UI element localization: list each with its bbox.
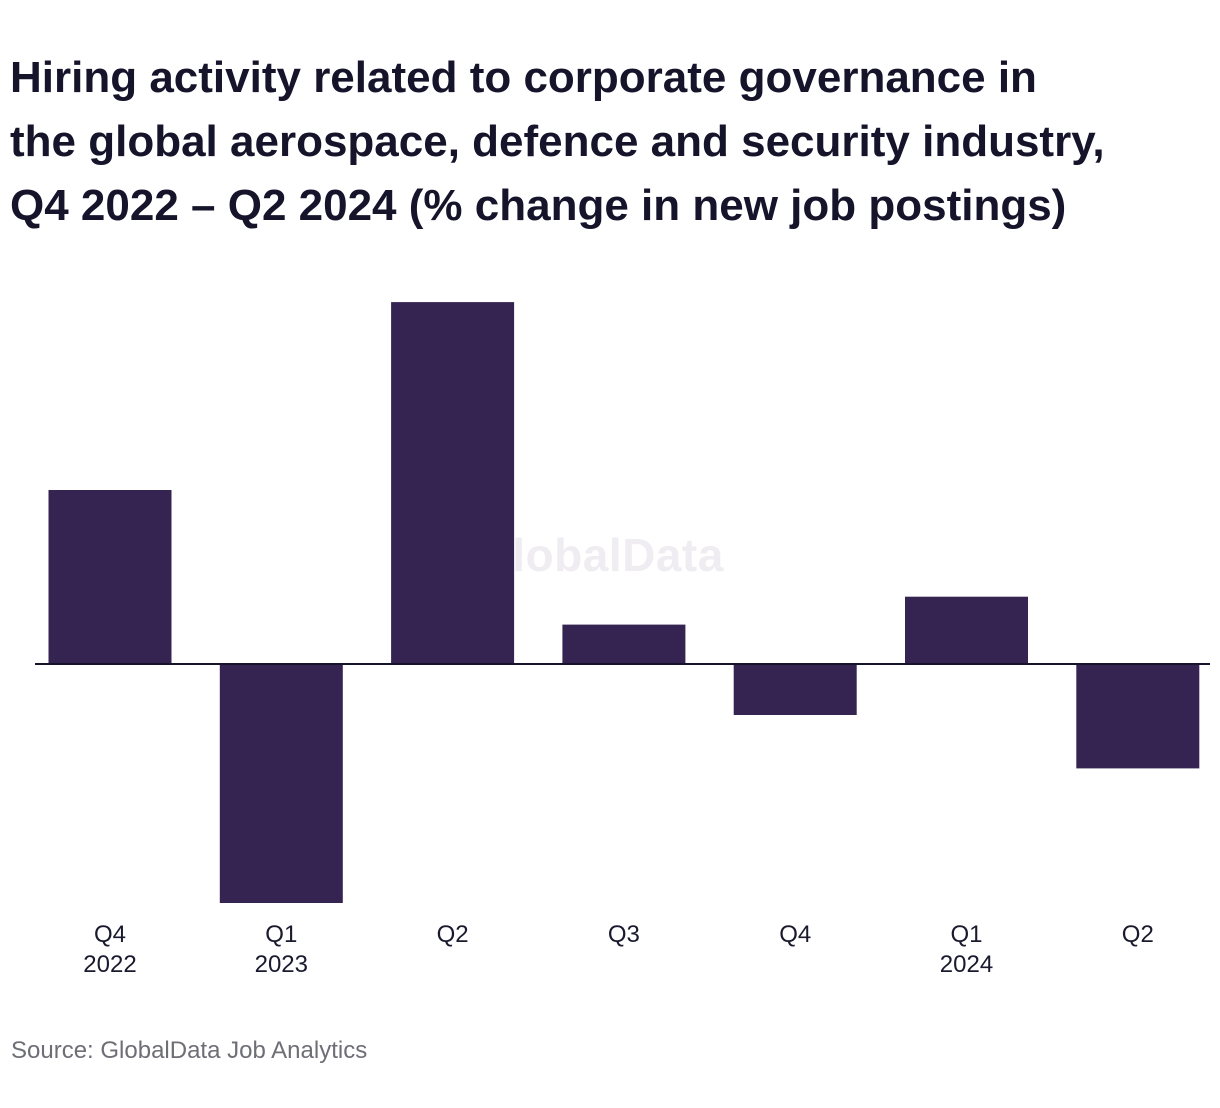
x-tick-label-3: Q3 (608, 921, 640, 948)
bar-5 (905, 596, 1028, 664)
bar-chart: Q4 2022 Q1 2023 Q2 Q3 Q4 Q1 2024 Q2 (35, 302, 1210, 978)
chart-title: Hiring activity related to corporate gov… (10, 46, 1210, 238)
x-tick-label-4: Q4 (779, 921, 811, 948)
bar-2 (391, 302, 515, 664)
chart-title-line-1: Hiring activity related to corporate gov… (10, 53, 1037, 102)
x-tick-year-0: 2022 (83, 951, 136, 978)
bar-0 (48, 490, 172, 664)
x-tick-year-5: 2024 (940, 951, 993, 978)
x-tick-label-5: Q1 (950, 921, 982, 948)
chart-title-line-2: the global aerospace, defence and securi… (10, 117, 1105, 166)
bar-4 (733, 664, 857, 715)
x-tick-label-0: Q4 (94, 921, 126, 948)
chart-title-line-3: Q4 2022 – Q2 2024 (% change in new job p… (10, 181, 1067, 230)
x-tick-year-1: 2023 (255, 951, 308, 978)
bar-1 (219, 664, 343, 903)
x-tick-label-1: Q1 (265, 921, 297, 948)
x-tick-label-2: Q2 (437, 921, 469, 948)
bar-6 (1076, 664, 1200, 769)
watermark-logo: GlobalData (476, 529, 724, 581)
source-note: Source: GlobalData Job Analytics (11, 1037, 368, 1064)
x-tick-label-6: Q2 (1122, 921, 1154, 948)
bar-3 (562, 624, 686, 664)
